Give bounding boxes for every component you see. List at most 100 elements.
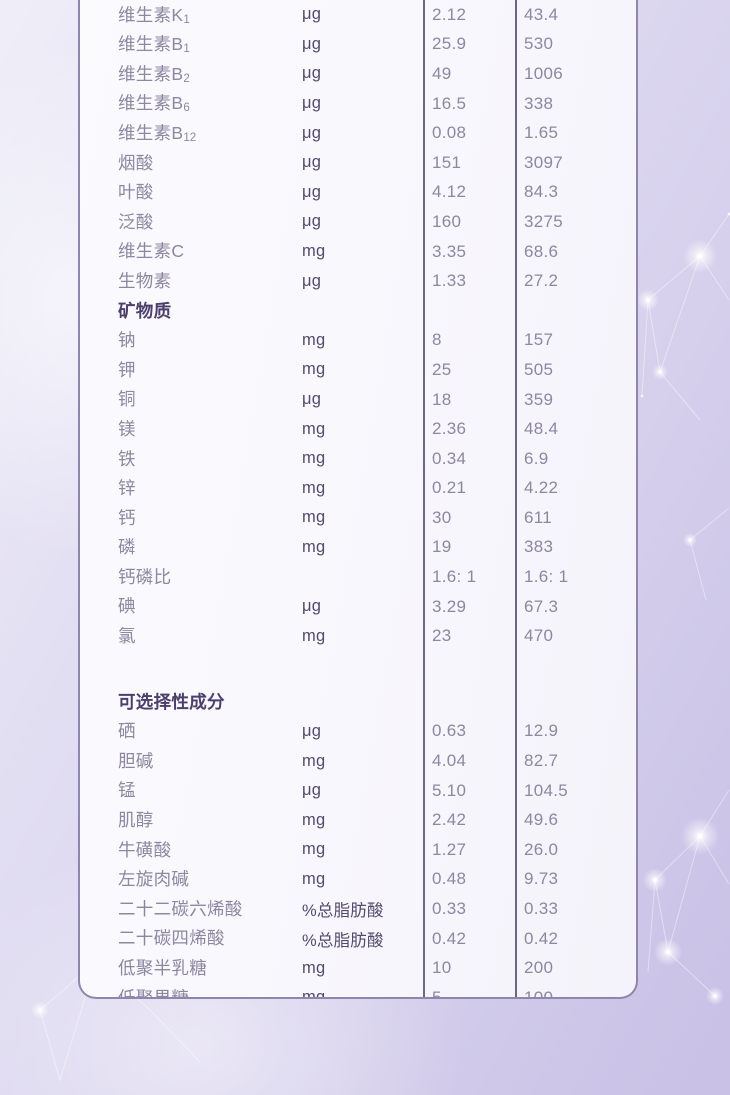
nutrient-name: 维生素C (118, 241, 185, 262)
nutrient-value-per-100g: 338 (524, 93, 554, 113)
nutrient-value-per-100g: 383 (524, 537, 554, 557)
table-row: 二十二碳六烯酸 %总脂肪酸 0.33 0.33 (80, 894, 636, 924)
nutrient-value-per-100kj: 2.12 (432, 4, 467, 24)
nutrient-value-per-100kj: 10 (432, 958, 452, 978)
nutrient-name-subscript: 2 (183, 72, 190, 85)
nutrient-value-per-100kj: 0.33 (432, 899, 467, 919)
nutrient-value-per-100kj: 2.42 (432, 810, 467, 830)
nutrient-value-per-100g: 611 (524, 507, 553, 527)
nutrient-value-per-100g: 49.6 (524, 810, 559, 830)
table-row: 钾 mg 25 505 (80, 355, 636, 385)
table-row: 氯 mg 23 470 (80, 621, 636, 651)
nutrient-unit: mg (302, 419, 326, 438)
nutrient-value-per-100g: 359 (524, 389, 554, 409)
nutrient-value-per-100g: 68.6 (524, 241, 559, 261)
nutrient-name: 左旋肉碱 (118, 869, 190, 890)
nutrient-name-subscript: 1 (183, 13, 190, 26)
nutrient-value-per-100g: 12.9 (524, 721, 559, 741)
table-row: 磷 mg 19 383 (80, 533, 636, 563)
nutrient-value-per-100kj: 151 (432, 152, 462, 172)
nutrient-value-per-100g: 6.9 (524, 448, 549, 468)
nutrient-value-per-100g: 4.22 (524, 478, 559, 498)
nutrient-name: 可选择性成分 (118, 691, 225, 712)
nutrient-name: 硒 (118, 721, 136, 742)
nutrient-value-per-100kj: 49 (432, 63, 452, 83)
table-row: 硒 μg 0.63 12.9 (80, 717, 636, 747)
nutrient-value-per-100kj: 160 (432, 211, 462, 231)
nutrient-name: 维生素B6 (118, 93, 190, 115)
nutrient-name: 镁 (118, 418, 136, 439)
nutrient-name: 叶酸 (118, 182, 154, 203)
table-row: 左旋肉碱 mg 0.48 9.73 (80, 865, 636, 895)
nutrient-value-per-100g: 9.73 (524, 869, 559, 889)
nutrient-name: 牛磺酸 (118, 839, 172, 860)
nutrient-name: 锰 (118, 780, 136, 801)
nutrient-unit: mg (302, 449, 326, 468)
table-row: 维生素C mg 3.35 68.6 (80, 237, 636, 267)
nutrient-unit: mg (302, 810, 326, 829)
nutrient-value-per-100kj: 0.42 (432, 928, 467, 948)
nutrient-value-per-100g: 3275 (524, 211, 564, 231)
nutrient-unit: μg (302, 64, 322, 83)
table-row: 碘 μg 3.29 67.3 (80, 592, 636, 622)
nutrient-unit: μg (302, 390, 322, 409)
nutrient-name: 生物素 (118, 270, 172, 291)
table-row: 锰 μg 5.10 104.5 (80, 776, 636, 806)
nutrient-value-per-100kj: 0.21 (432, 478, 467, 498)
column-divider-left (423, 0, 425, 997)
nutrient-value-per-100kj: 1.6: 1 (432, 567, 477, 587)
nutrient-unit: mg (302, 508, 326, 527)
nutrient-value-per-100g: 200 (524, 958, 554, 978)
nutrient-value-per-100kj: 19 (432, 537, 452, 557)
nutrient-unit: mg (302, 958, 326, 977)
nutrient-name: 钙 (118, 507, 136, 528)
nutrient-name: 磷 (118, 537, 136, 558)
nutrient-unit: mg (302, 840, 326, 859)
nutrient-name: 肌醇 (118, 810, 154, 831)
nutrient-unit: mg (302, 869, 326, 888)
nutrient-value-per-100kj: 1.27 (432, 839, 467, 859)
nutrient-value-per-100g: 157 (524, 330, 554, 350)
table-row: 铁 mg 0.34 6.9 (80, 444, 636, 474)
nutrient-value-per-100g: 100 (524, 987, 554, 999)
table-row: 二十碳四烯酸 %总脂肪酸 0.42 0.42 (80, 924, 636, 954)
nutrient-name: 低聚半乳糖 (118, 958, 207, 978)
nutrient-unit: mg (302, 537, 326, 556)
nutrient-unit: mg (302, 751, 326, 770)
nutrient-unit: μg (302, 153, 322, 172)
table-row: 维生素K1 μg 2.12 43.4 (80, 0, 636, 30)
nutrient-value-per-100g: 48.4 (524, 419, 559, 439)
nutrient-unit: μg (302, 781, 322, 800)
nutrient-name: 矿物质 (118, 300, 172, 321)
nutrient-value-per-100g: 67.3 (524, 596, 559, 616)
table-spacer (80, 651, 636, 687)
nutrient-value-per-100g: 3097 (524, 152, 564, 172)
table-section-header: 可选择性成分 (80, 687, 636, 717)
nutrient-name: 钠 (118, 330, 136, 351)
nutrient-name: 铜 (118, 389, 136, 410)
nutrient-name-subscript: 1 (183, 43, 190, 56)
table-rows: 维生素K1 μg 2.12 43.4 维生素B1 μg 25.9 530 维生素B2 μg 49 10… (80, 0, 636, 999)
nutrient-value-per-100kj: 3.29 (432, 596, 467, 616)
nutrient-value-per-100g: 82.7 (524, 751, 559, 771)
nutrient-unit: %总脂肪酸 (302, 902, 384, 921)
nutrient-unit: mg (302, 242, 326, 261)
table-row: 低聚果糖 mg 5 100 (80, 983, 636, 999)
nutrient-value-per-100kj: 4.12 (432, 182, 467, 202)
nutrient-name: 钙磷比 (118, 566, 172, 587)
nutrient-name: 泛酸 (118, 211, 154, 232)
nutrient-value-per-100g: 470 (524, 626, 554, 646)
table-row: 镁 mg 2.36 48.4 (80, 414, 636, 444)
nutrient-unit: μg (302, 5, 322, 24)
nutrient-value-per-100kj: 0.63 (432, 721, 467, 741)
nutrient-value-per-100kj: 8 (432, 330, 442, 350)
nutrient-name-subscript: 12 (183, 132, 197, 145)
nutrient-value-per-100kj: 23 (432, 626, 452, 646)
nutrient-unit: μg (302, 212, 322, 231)
nutrient-value-per-100g: 1.6: 1 (524, 567, 569, 587)
nutrient-unit: mg (302, 626, 326, 645)
nutrient-value-per-100kj: 0.34 (432, 448, 467, 468)
nutrient-unit: μg (302, 271, 322, 290)
table-row: 烟酸 μg 151 3097 (80, 148, 636, 178)
table-row: 钙 mg 30 611 (80, 503, 636, 533)
